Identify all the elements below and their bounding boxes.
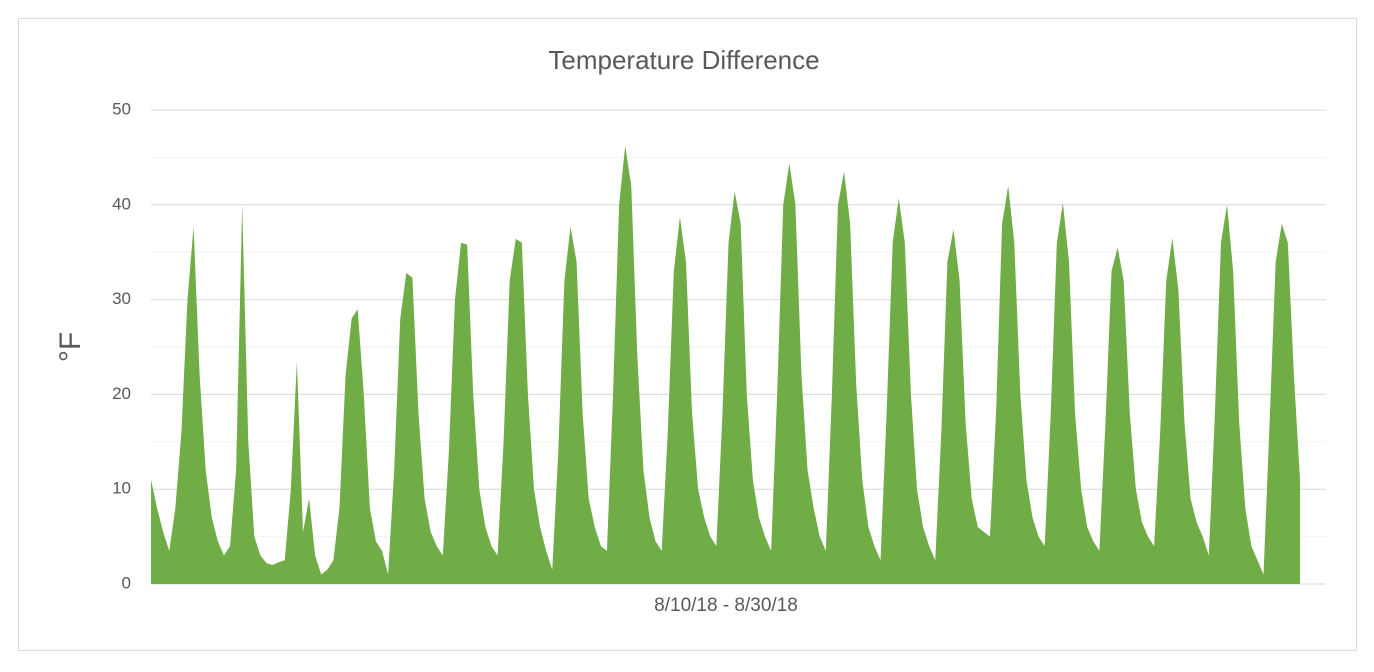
y-tick-label: 0 — [122, 573, 131, 592]
y-tick-label: 50 — [112, 99, 131, 118]
y-tick-label: 10 — [112, 479, 131, 498]
x-axis-label: 8/10/18 - 8/30/18 — [654, 595, 798, 616]
y-tick-label: 30 — [112, 289, 131, 308]
y-tick-label: 20 — [112, 384, 131, 403]
y-axis-label: °F — [54, 332, 87, 362]
chart-title: Temperature Difference — [548, 45, 819, 75]
area — [151, 146, 1300, 584]
y-tick-label: 40 — [112, 194, 131, 213]
